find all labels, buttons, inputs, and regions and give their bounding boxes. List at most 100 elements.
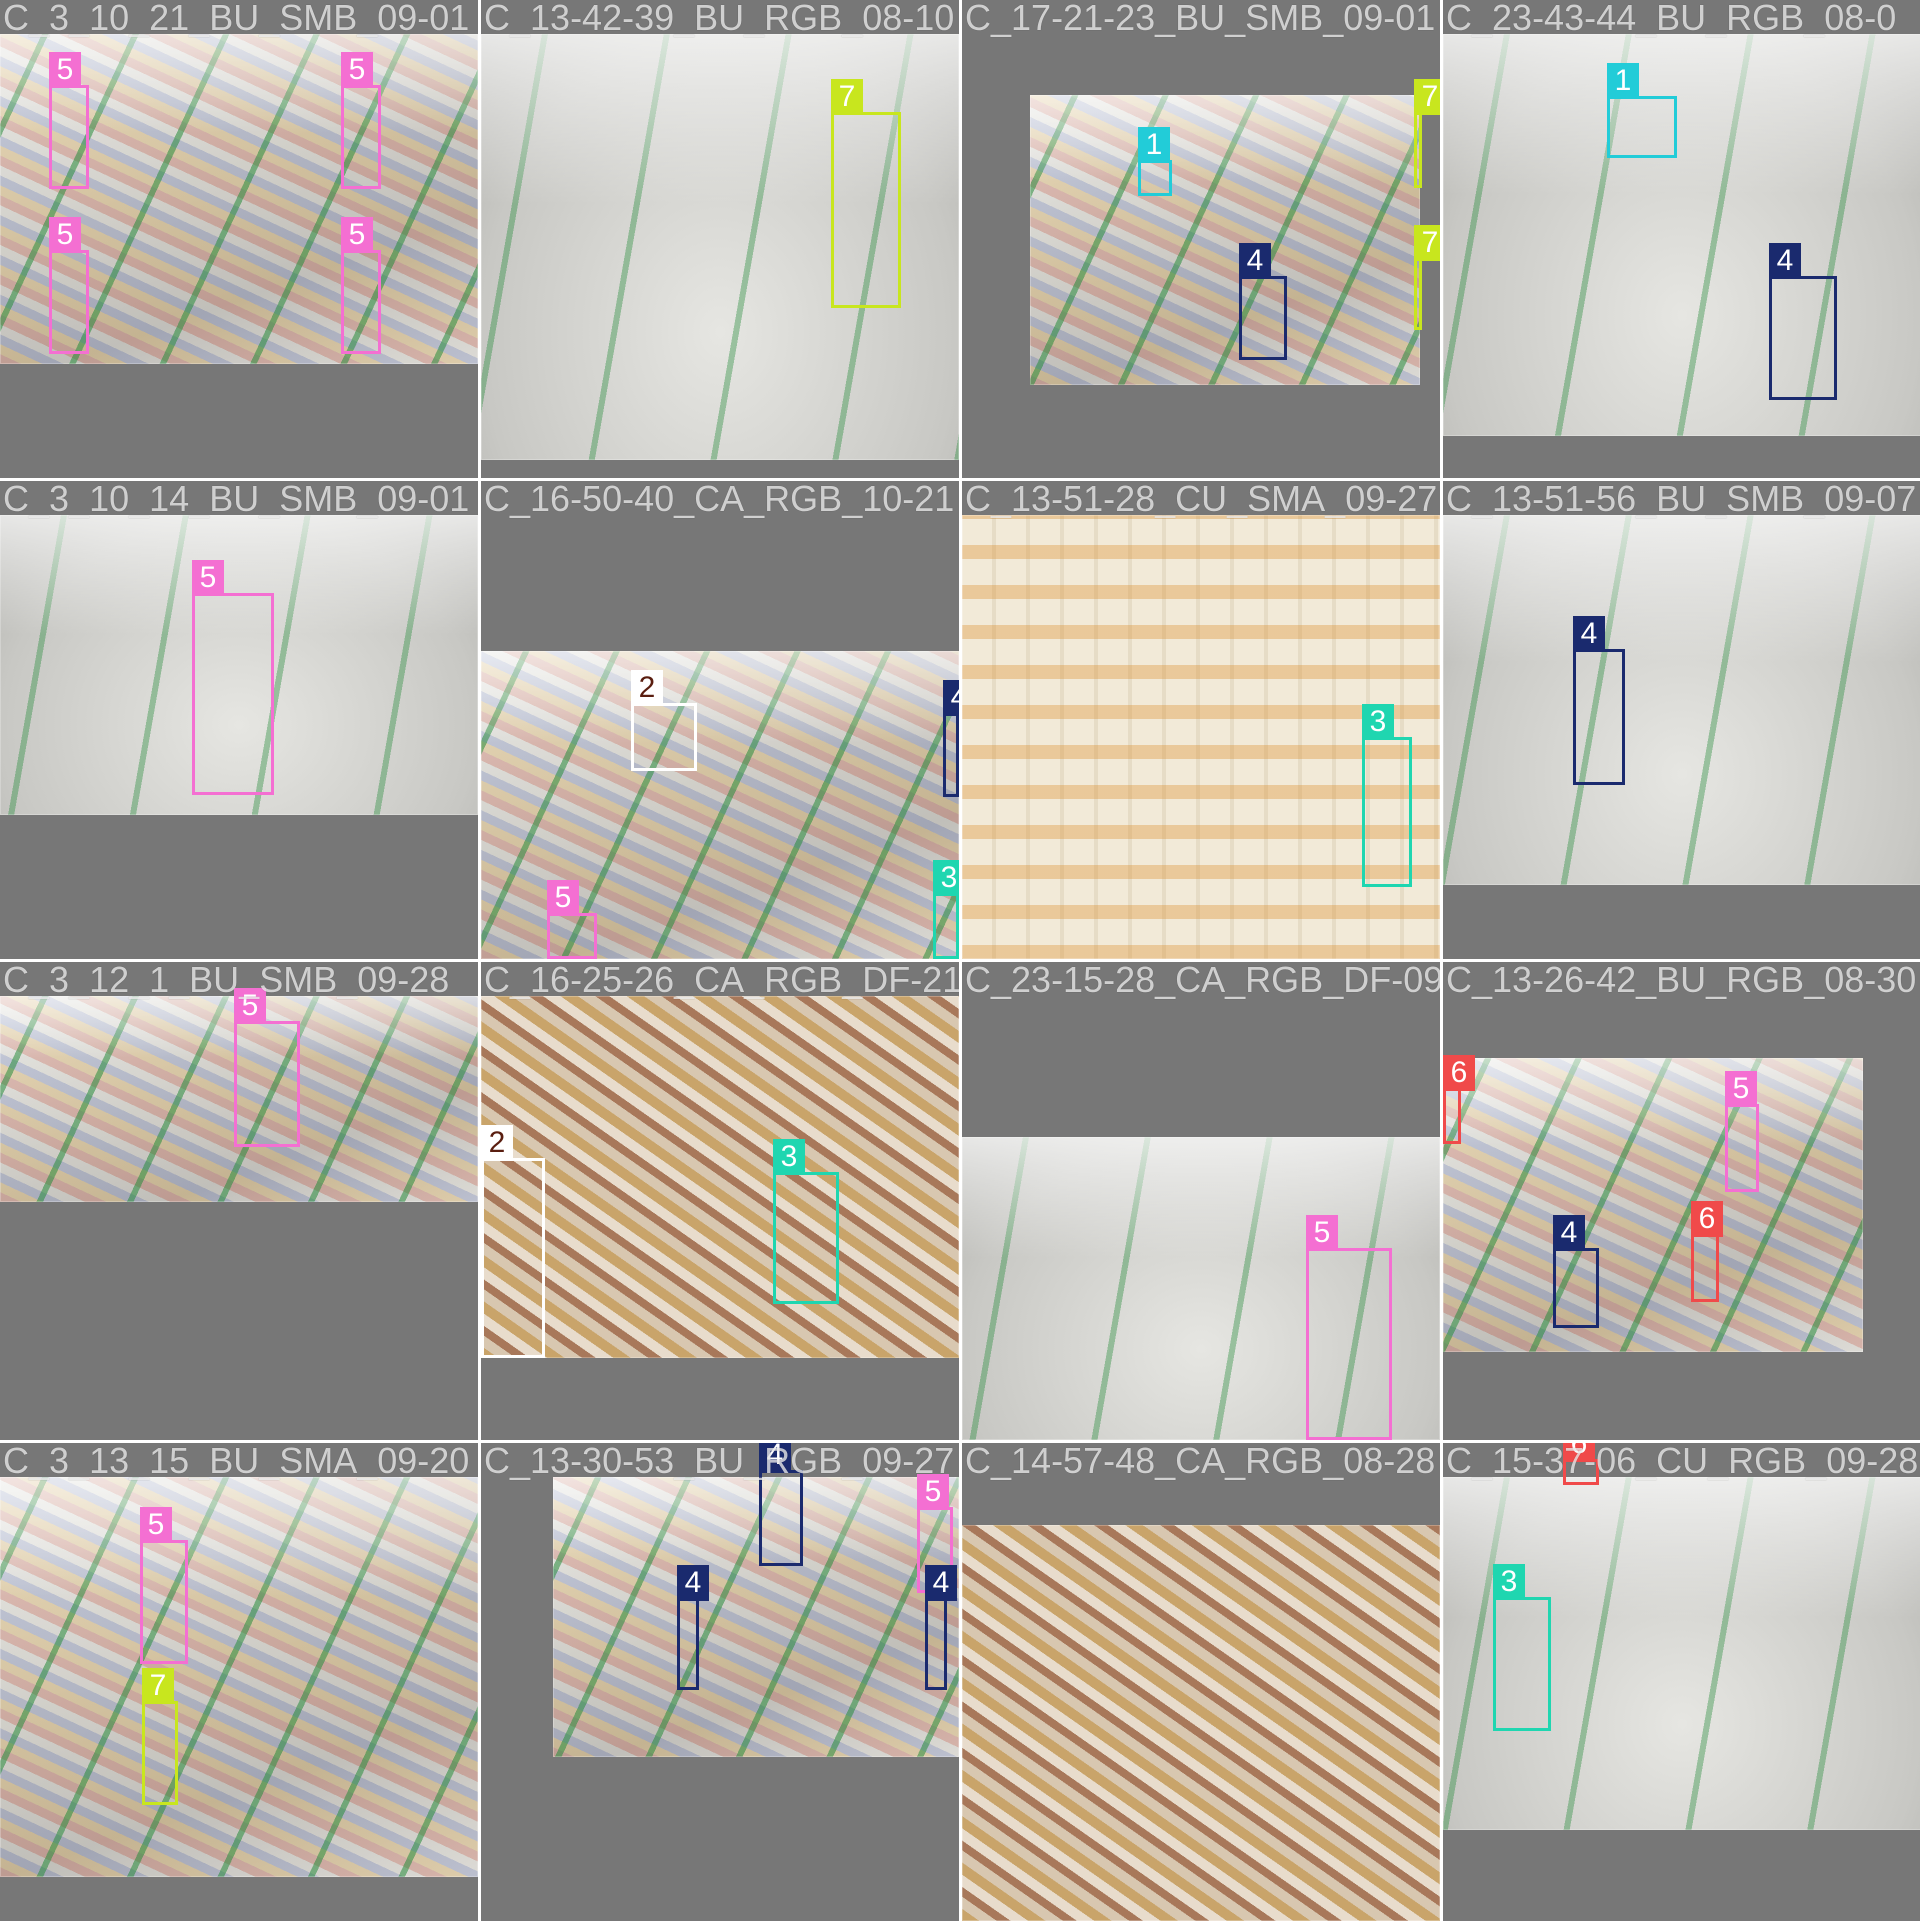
track-id: 3 xyxy=(1362,704,1394,740)
track-box: 5 xyxy=(234,988,300,1147)
tile-label: C_14-57-48_CA_RGB_08-28 xyxy=(965,1443,1436,1481)
track-box: 5 xyxy=(341,217,381,354)
track-id: 5 xyxy=(49,52,81,88)
tile-11: 5 C_23-15-28_CA_RGB_DF-09-27 xyxy=(962,962,1440,1440)
tile-label: C_15-37-06_CU_RGB_09-28 xyxy=(1446,1443,1919,1481)
tile-label: C_17-21-23_BU_SMB_09-01 xyxy=(965,0,1436,38)
track-id: 4 xyxy=(677,1565,709,1601)
track-id: 5 xyxy=(917,1474,949,1510)
track-box: 4 xyxy=(925,1565,957,1690)
track-id: 5 xyxy=(1725,1071,1757,1107)
track-box: 4 xyxy=(1573,616,1625,785)
tile-photo xyxy=(0,1477,478,1877)
track-box: 6 xyxy=(1443,1055,1475,1144)
tile-photo xyxy=(962,1525,1440,1921)
track-box: 5 xyxy=(917,1474,953,1593)
tile-photo xyxy=(1030,95,1420,385)
tile-7: 3 C_13-51-28_CU_SMA_09-27 xyxy=(962,481,1440,959)
track-box: 4 xyxy=(1239,243,1287,360)
track-id: 5 xyxy=(234,988,266,1024)
tile-6: 2 4 5 3 C_16-50-40_CA_RGB_10-21 xyxy=(481,481,959,959)
track-id: 4 xyxy=(1573,616,1605,652)
track-id: 5 xyxy=(341,52,373,88)
tile-label: C_13-26-42_BU_RGB_08-30 xyxy=(1446,962,1917,1000)
track-id: 5 xyxy=(49,217,81,253)
tile-photo xyxy=(553,1477,959,1757)
track-box: 3 xyxy=(1362,704,1412,887)
track-box: 1 xyxy=(1607,63,1677,158)
tile-9: 5 C_3_12_1_BU_SMB_09-28 xyxy=(0,962,478,1440)
tile-photo xyxy=(0,996,478,1202)
tile-photo xyxy=(1443,515,1920,885)
track-box: 6 xyxy=(1563,1443,1599,1485)
track-id: 4 xyxy=(1769,243,1801,279)
track-id: 1 xyxy=(1138,127,1170,163)
tile-label: C_3_13_15_BU_SMA_09-20 xyxy=(3,1443,470,1481)
track-box: 4 xyxy=(1769,243,1837,400)
track-id: 6 xyxy=(1443,1055,1475,1091)
track-id: 5 xyxy=(140,1507,172,1543)
grid-divider xyxy=(0,478,1920,481)
track-box: 7 xyxy=(1414,225,1440,330)
grid-divider xyxy=(0,959,1920,962)
track-box: 4 xyxy=(1553,1215,1599,1328)
tile-photo xyxy=(1443,1058,1863,1352)
tile-2: 7 C_13-42-39_BU_RGB_08-10 xyxy=(481,0,959,478)
tile-photo xyxy=(962,1137,1440,1440)
track-id: 2 xyxy=(631,670,663,706)
tile-12: 6 5 4 6 C_13-26-42_BU_RGB_08-30 xyxy=(1443,962,1920,1440)
tile-4: 1 4 C_23-43-44_BU_RGB_08-0 xyxy=(1443,0,1920,478)
track-id: 5 xyxy=(1306,1215,1338,1251)
tile-photo xyxy=(0,515,478,815)
tile-14: 4 5 4 4 C_13-30-53_BU_RGB_09-27 xyxy=(481,1443,959,1921)
tile-label: C_23-43-44_BU_RGB_08-0 xyxy=(1446,0,1897,38)
track-id: 7 xyxy=(142,1668,174,1704)
tile-label: C_3_12_1_BU_SMB_09-28 xyxy=(3,962,450,1000)
tile-15: C_14-57-48_CA_RGB_08-28 xyxy=(962,1443,1440,1921)
track-box: 4 xyxy=(943,680,959,797)
tile-8: 4 C_13-51-56_BU_SMB_09-07 xyxy=(1443,481,1920,959)
track-box: 4 xyxy=(759,1443,803,1566)
track-id: 5 xyxy=(341,217,373,253)
track-box: 7 xyxy=(1414,79,1440,188)
tile-10: 2 3 C_16-25-26_CA_RGB_DF-21 xyxy=(481,962,959,1440)
track-id: 5 xyxy=(192,560,224,596)
tile-label: C_16-50-40_CA_RGB_10-21 xyxy=(484,481,955,519)
track-box: 7 xyxy=(831,79,901,308)
track-id: 4 xyxy=(925,1565,957,1601)
track-id: 3 xyxy=(1493,1564,1525,1600)
tile-label: C_13-51-56_BU_SMB_09-07 xyxy=(1446,481,1917,519)
grid-divider xyxy=(0,1440,1920,1443)
track-box: 4 xyxy=(677,1565,709,1690)
track-box: 5 xyxy=(547,880,597,959)
track-box: 2 xyxy=(481,1125,545,1358)
track-box: 3 xyxy=(773,1139,839,1304)
track-id: 6 xyxy=(1691,1201,1723,1237)
tile-5: 5 C_3_10_14_BU_SMB_09-01 xyxy=(0,481,478,959)
track-id: 4 xyxy=(1553,1215,1585,1251)
tile-photo xyxy=(0,34,478,364)
track-id: 4 xyxy=(759,1443,791,1473)
track-id: 7 xyxy=(831,79,863,115)
track-box: 3 xyxy=(1493,1564,1551,1731)
track-box: 5 xyxy=(1306,1215,1392,1440)
track-box: 7 xyxy=(142,1668,178,1805)
tile-photo xyxy=(962,515,1440,959)
track-box: 3 xyxy=(933,860,959,959)
tile-label: C_3_10_21_BU_SMB_09-01 xyxy=(3,0,470,38)
track-box: 5 xyxy=(49,217,89,354)
tile-3: 1 4 7 7 C_17-21-23_BU_SMB_09-01 xyxy=(962,0,1440,478)
track-id: 7 xyxy=(1414,225,1440,261)
track-box: 6 xyxy=(1691,1201,1723,1302)
track-id: 4 xyxy=(1239,243,1271,279)
tile-photo xyxy=(1443,1477,1920,1830)
track-id: 6 xyxy=(1563,1443,1595,1462)
track-id: 7 xyxy=(1414,79,1440,115)
track-box: 5 xyxy=(192,560,274,795)
track-id: 3 xyxy=(933,860,959,896)
track-box: 2 xyxy=(631,670,697,771)
track-box: 5 xyxy=(49,52,89,189)
track-box: 1 xyxy=(1138,127,1172,196)
track-box: 5 xyxy=(140,1507,188,1664)
